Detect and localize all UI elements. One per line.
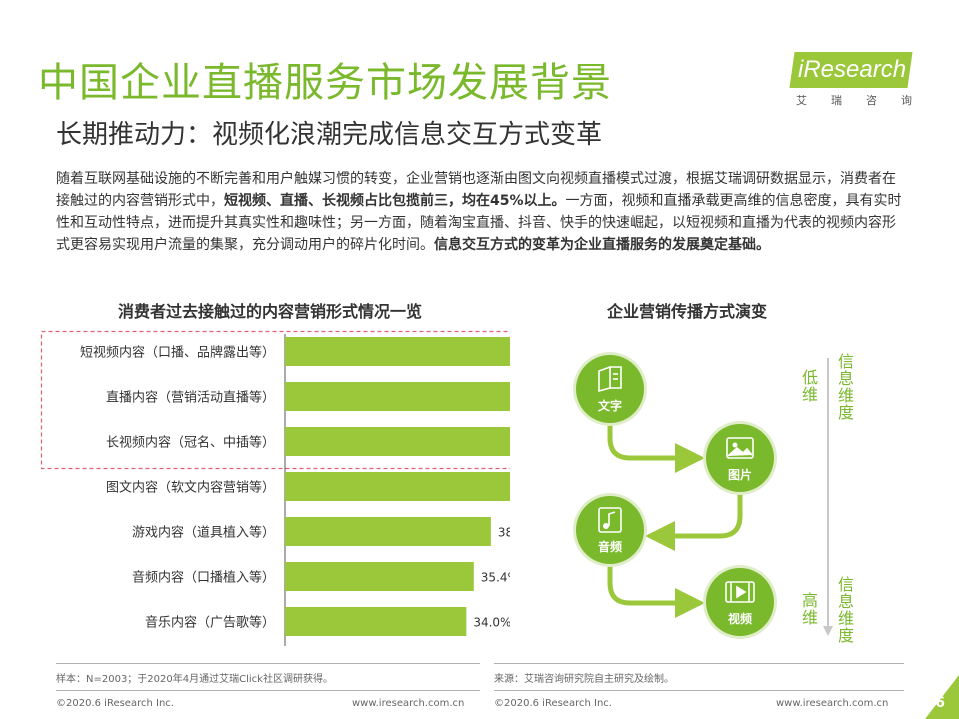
footer-divider	[56, 690, 480, 691]
logo-char: 询	[901, 94, 912, 107]
intro-paragraph: 随着互联网基础设施的不断完善和用户触媒习惯的转变，企业营销也逐渐由图文向视频直播…	[56, 168, 906, 256]
url-right[interactable]: www.iresearch.com.cn	[776, 698, 889, 709]
intro-text-2: 一方面，视频和直播承载更高维的信息密度，具有实时性和互动性特点，进而提升其真实性…	[56, 193, 902, 253]
node-circle	[576, 355, 644, 423]
sample-note: 样本：N=2003；于2020年4月通过艾瑞Click社区调研获得。	[56, 674, 333, 685]
arrow-audio-to-video	[607, 564, 705, 618]
dimension-axis-label: 息	[838, 369, 854, 388]
node-label: 文字	[598, 398, 622, 413]
category-label: 直播内容（营销活动直播等）	[106, 390, 275, 406]
node-label: 视频	[728, 611, 752, 626]
data-label: 38.6%	[498, 526, 510, 540]
picture-frame	[726, 437, 754, 459]
dimension-axis-label: 维	[838, 609, 854, 628]
footer-divider	[494, 690, 904, 691]
page-corner	[925, 675, 959, 719]
bar	[285, 337, 510, 366]
bar	[285, 382, 510, 411]
arrow-image-to-audio	[645, 492, 743, 551]
category-label: 图文内容（软文内容营销等）	[106, 480, 275, 496]
intro-bold-1: 短视频、直播、长视频占比包揽前三，均在45%以上。	[224, 193, 566, 209]
intro-text-1: 随着互联网基础设施的不断完善和用户触媒习惯的转变，企业营销也逐渐由图文向视频直播…	[56, 171, 896, 209]
dimension-axis-label: 度	[838, 403, 854, 422]
copyright-right: ©2020.6 iResearch Inc.	[494, 698, 612, 709]
data-label: 35.4%	[481, 571, 510, 585]
dimension-axis-label: 维	[838, 386, 854, 405]
bar	[285, 427, 510, 456]
play-triangle	[736, 585, 747, 599]
note-head	[603, 523, 609, 529]
node-label: 音频	[598, 539, 622, 554]
bar-chart: 短视频内容（口播、品牌露出等）48.4%直播内容（营销活动直播等）47.0%长视…	[40, 330, 510, 646]
text-icon	[598, 365, 622, 393]
flow-title: 企业营销传播方式演变	[607, 302, 768, 321]
source-note: 来源：艾瑞咨询研究院自主研究及绘制。	[494, 674, 674, 685]
high-dimension-label: 维	[802, 608, 818, 627]
category-label: 音频内容（口播植入等）	[132, 570, 275, 586]
category-label: 短视频内容（口播、品牌露出等）	[80, 345, 275, 361]
bar	[285, 562, 474, 591]
low-dimension-label: 低	[802, 368, 818, 387]
bar	[285, 607, 467, 636]
film-frame	[725, 581, 755, 603]
dimension-axis-label: 信	[838, 575, 854, 594]
footer-divider	[56, 663, 480, 664]
book-right-page	[610, 366, 622, 389]
arrow-text-to-image	[607, 423, 705, 473]
chart-title: 消费者过去接触过的内容营销形式情况一览	[118, 302, 423, 321]
logo-text: iResearch	[798, 56, 907, 83]
logo-char: 艾	[796, 94, 807, 107]
audio-icon	[598, 507, 622, 533]
logo-char: 咨	[866, 94, 877, 107]
note-stem	[608, 511, 616, 526]
dimension-axis-label: 息	[838, 592, 854, 611]
intro-bold-2: 信息交互方式的变革为企业直播服务的发展奠定基础。	[434, 237, 770, 253]
category-label: 长视频内容（冠名、中插等）	[106, 435, 275, 451]
bar	[285, 517, 491, 546]
page-title: 中国企业直播服务市场发展背景	[38, 60, 612, 106]
iresearch-logo: iResearch 艾 瑞 咨 询	[789, 48, 914, 112]
logo-subtitle: 艾 瑞 咨 询	[796, 92, 912, 108]
copyright-left: ©2020.6 iResearch Inc.	[56, 698, 174, 709]
sun-dot	[732, 442, 738, 448]
page-number: 6	[935, 695, 945, 711]
video-icon	[725, 581, 755, 603]
page-subtitle: 长期推动力：视频化浪潮完成信息交互方式变革	[56, 120, 603, 150]
image-icon	[726, 437, 754, 459]
dimension-axis-label: 度	[838, 626, 854, 645]
bar	[285, 472, 510, 501]
logo-char: 瑞	[831, 94, 842, 107]
node-label: 图片	[728, 467, 752, 482]
dimension-arrowhead	[823, 626, 833, 636]
category-label: 游戏内容（道具植入等）	[132, 525, 275, 541]
dimension-axis-label: 信	[838, 352, 854, 371]
url-left[interactable]: www.iresearch.com.cn	[352, 698, 465, 709]
high-dimension-label: 高	[802, 591, 818, 610]
data-label: 34.0%	[473, 616, 510, 630]
highlight-box	[40, 330, 510, 470]
mountain-shape	[727, 446, 753, 457]
audio-frame	[598, 507, 622, 533]
footer-divider	[494, 663, 904, 664]
category-label: 音乐内容（广告歌等）	[145, 615, 275, 631]
node-circle	[576, 496, 644, 564]
low-dimension-label: 维	[802, 385, 818, 404]
